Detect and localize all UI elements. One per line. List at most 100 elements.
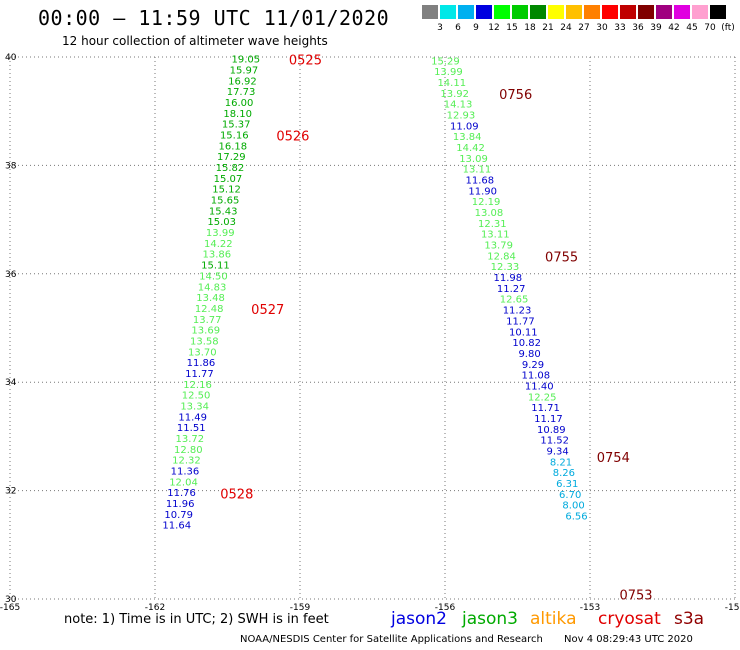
- wave-height-value: 10.82: [512, 338, 541, 349]
- scale-label: 12: [488, 23, 500, 33]
- wave-height-value: 17.73: [227, 87, 256, 98]
- wave-height-value: 15.82: [216, 163, 245, 174]
- units-note: note: 1) Time is in UTC; 2) SWH is in fe…: [64, 612, 329, 627]
- wave-height-value: 13.58: [190, 336, 219, 347]
- wave-height-value: 11.36: [171, 467, 200, 478]
- wave-height-value: 12.93: [447, 110, 476, 121]
- wave-height-value: 10.79: [164, 510, 193, 521]
- wave-height-value: 12.25: [528, 392, 557, 403]
- wave-height-value: 14.42: [456, 143, 485, 154]
- wave-height-value: 12.50: [182, 391, 211, 402]
- wave-height-value: 19.05: [232, 55, 261, 66]
- scale-label: 33: [614, 23, 626, 33]
- pass-time-label: 0528: [220, 487, 253, 502]
- wave-height-value: 9.34: [546, 446, 568, 457]
- wave-height-value: 15.16: [220, 131, 249, 142]
- x-tick-label: -162: [145, 603, 165, 613]
- scale-swatch: [710, 5, 726, 19]
- wave-height-value: 13.86: [203, 250, 232, 261]
- wave-height-value: 15.43: [209, 206, 238, 217]
- scale-swatch: [638, 5, 654, 19]
- wave-height-value: 14.11: [437, 78, 466, 89]
- wave-height-value: 11.09: [450, 121, 479, 132]
- wave-height-value: 12.33: [491, 262, 520, 273]
- x-tick-label: -159: [290, 603, 311, 613]
- wave-height-value: 11.71: [531, 403, 560, 414]
- wave-height-value: 13.77: [193, 315, 222, 326]
- legend-jason3: jason3: [462, 609, 518, 629]
- scale-swatch: [530, 5, 546, 19]
- scale-label: 42: [668, 23, 680, 33]
- scale-label: 6: [455, 23, 461, 33]
- wave-height-value: 11.86: [187, 358, 216, 369]
- wave-height-value: 13.79: [484, 241, 513, 252]
- footer-agency: NOAA/NESDIS Center for Satellite Applica…: [240, 634, 543, 645]
- wave-height-value: 13.72: [175, 434, 204, 445]
- wave-height-value: 13.92: [440, 89, 469, 100]
- wave-height-value: 6.70: [559, 490, 581, 501]
- scale-swatch: [584, 5, 600, 19]
- scale-label: 15: [506, 23, 518, 33]
- scale-swatch: [656, 5, 672, 19]
- wave-height-value: 10.89: [537, 425, 566, 436]
- scale-swatch: [620, 5, 636, 19]
- y-tick-label: 32: [5, 487, 16, 497]
- wave-height-value: 13.70: [188, 347, 217, 358]
- wave-height-value: 17.29: [217, 152, 246, 163]
- scale-label: 45: [686, 23, 698, 33]
- wave-height-value: 9.80: [518, 349, 540, 360]
- scale-swatch: [458, 5, 474, 19]
- wave-height-value: 15.37: [222, 120, 251, 131]
- y-tick-label: 38: [5, 161, 17, 171]
- scale-swatch: [548, 5, 564, 19]
- wave-height-value: 15.03: [207, 217, 236, 228]
- y-tick-label: 36: [5, 270, 17, 280]
- scale-label: 27: [578, 23, 590, 33]
- scale-label: 21: [542, 23, 554, 33]
- wave-height-value: 16.18: [218, 141, 247, 152]
- wave-height-value: 9.29: [522, 360, 544, 371]
- wave-height-value: 14.83: [198, 282, 227, 293]
- wave-height-value: 13.11: [463, 165, 492, 176]
- pass-time-label: 0525: [289, 54, 322, 69]
- wave-height-value: 14.22: [204, 239, 233, 250]
- wave-height-value: 11.98: [494, 273, 523, 284]
- wave-height-value: 12.19: [472, 197, 501, 208]
- scale-swatch: [602, 5, 618, 19]
- wave-height-value: 13.11: [481, 230, 510, 241]
- wave-height-value: 11.52: [540, 436, 569, 447]
- scale-label: 9: [473, 23, 479, 33]
- wave-height-value: 11.90: [468, 186, 497, 197]
- x-tick-label: -165: [0, 603, 20, 613]
- scale-label: 30: [596, 23, 608, 33]
- wave-height-value: 11.40: [525, 381, 554, 392]
- wave-height-value: 8.00: [562, 501, 584, 512]
- x-tick-label: -150: [725, 603, 740, 613]
- wave-height-value: 12.65: [500, 295, 529, 306]
- scale-label: 36: [632, 23, 644, 33]
- wave-height-value: 11.17: [534, 414, 563, 425]
- page-title: 00:00 – 11:59 UTC 11/01/2020: [38, 6, 390, 30]
- wave-height-value: 12.32: [172, 456, 201, 467]
- wave-height-value: 12.04: [169, 477, 198, 488]
- pass-time-label: 0754: [597, 451, 630, 466]
- scale-swatch: [494, 5, 510, 19]
- scale-swatch: [512, 5, 528, 19]
- wave-height-value: 8.26: [553, 468, 575, 479]
- wave-height-value: 15.97: [230, 65, 259, 76]
- wave-height-value: 13.08: [475, 208, 504, 219]
- scale-label: 3: [437, 23, 443, 33]
- wave-height-value: 13.09: [459, 154, 488, 165]
- wave-height-value: 11.51: [177, 423, 206, 434]
- wave-height-value: 11.49: [178, 412, 207, 423]
- pass-time-label: 0756: [499, 88, 532, 103]
- wave-height-value: 15.07: [214, 174, 243, 185]
- scale-label: 24: [560, 23, 572, 33]
- x-tick-label: -153: [580, 603, 600, 613]
- scale-swatch: [674, 5, 690, 19]
- legend-cryosat: cryosat: [598, 609, 661, 629]
- legend-altika: altika: [530, 609, 577, 629]
- x-tick-label: -156: [435, 603, 456, 613]
- scale-label: 18: [524, 23, 536, 33]
- footer-timestamp: Nov 4 08:29:43 UTC 2020: [564, 634, 693, 645]
